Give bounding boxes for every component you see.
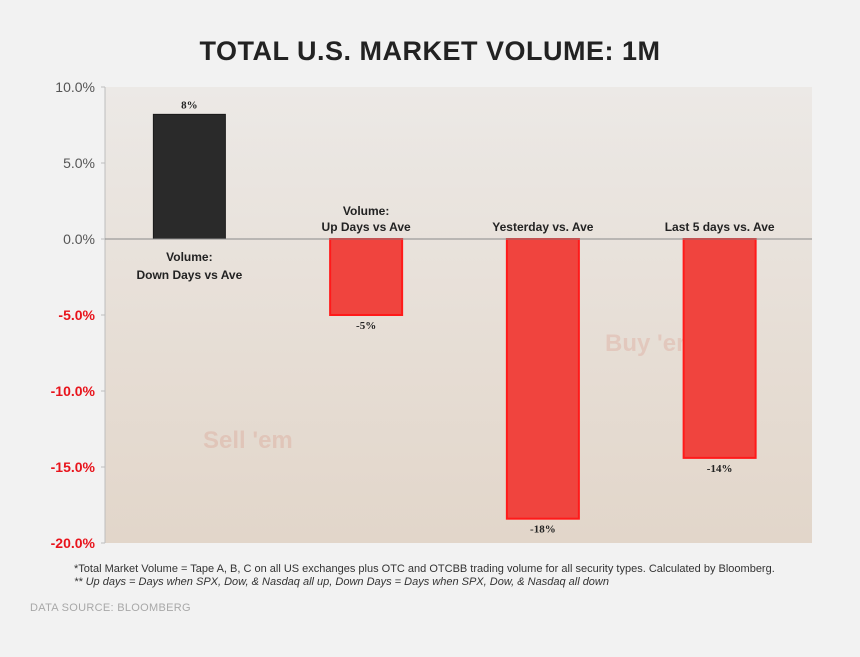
footnotes: *Total Market Volume = Tape A, B, C on a…: [0, 563, 860, 589]
y-tick-label: -5.0%: [58, 307, 95, 323]
category-label: Down Days vs Ave: [136, 268, 242, 282]
data-source: DATA SOURCE: BLOOMBERG: [30, 602, 191, 614]
bar: [329, 238, 404, 316]
category-label: Up Days vs Ave: [322, 220, 411, 234]
footnote-total-volume: *Total Market Volume = Tape A, B, C on a…: [74, 563, 775, 575]
y-tick-label: -20.0%: [51, 535, 96, 551]
data-label: 8%: [181, 99, 198, 111]
data-label: -5%: [356, 320, 376, 332]
watermark-sell: Sell 'em: [203, 427, 293, 454]
bar: [152, 113, 226, 240]
category-label: Yesterday vs. Ave: [492, 220, 594, 234]
y-tick-label: 0.0%: [63, 231, 95, 247]
category-label: Volume:: [343, 204, 389, 218]
y-tick-label: 5.0%: [63, 155, 95, 171]
chart-title: TOTAL U.S. MARKET VOLUME: 1M: [199, 36, 661, 66]
bar: [505, 238, 580, 520]
watermark-buy: Buy 'em: [605, 330, 698, 357]
category-label: Volume:: [166, 250, 212, 264]
footnote-up-down-days: ** Up days = Days when SPX, Dow, & Nasda…: [74, 576, 609, 588]
data-label: -18%: [530, 524, 556, 536]
y-tick-label: -10.0%: [51, 383, 96, 399]
y-tick-label: -15.0%: [51, 459, 96, 475]
bar: [682, 238, 757, 459]
data-label: -14%: [707, 463, 733, 475]
category-label: Last 5 days vs. Ave: [665, 220, 775, 234]
y-tick-label: 10.0%: [55, 79, 95, 95]
